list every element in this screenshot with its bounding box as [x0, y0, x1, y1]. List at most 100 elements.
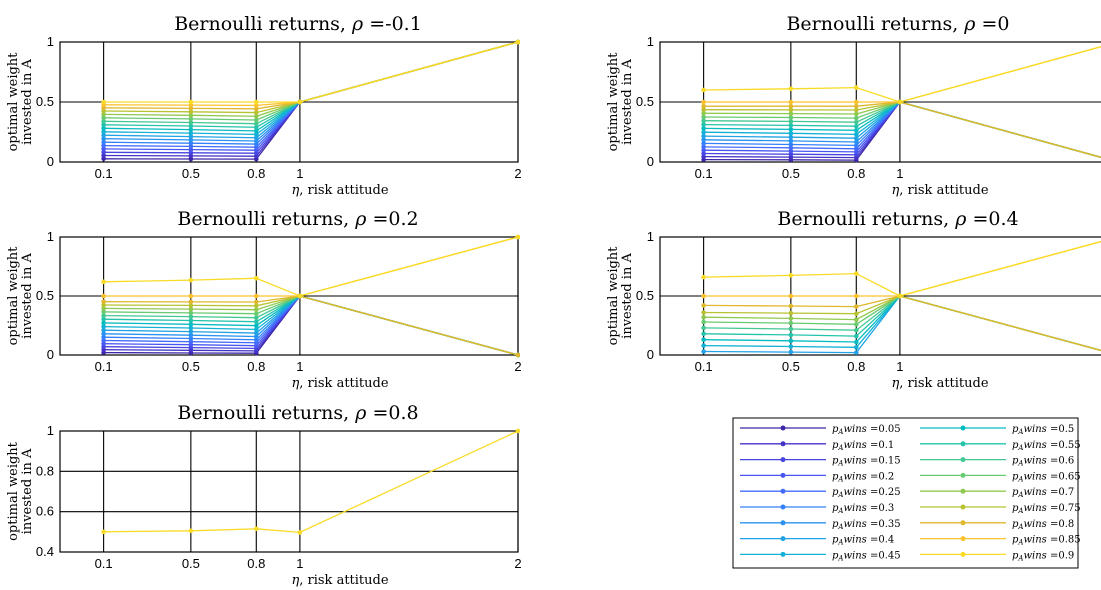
data-point — [701, 331, 706, 337]
data-point — [101, 279, 106, 285]
data-point — [701, 133, 706, 139]
data-point — [101, 122, 106, 128]
data-point — [253, 106, 259, 112]
data-point — [515, 234, 520, 240]
x-tick-label: 1 — [296, 166, 303, 181]
legend-label: pAwins =0.1 — [832, 440, 894, 452]
data-point — [101, 129, 106, 135]
data-point — [101, 115, 106, 121]
x-axis-label: η, risk attitude — [291, 183, 388, 198]
subplot-5: Bernoulli returns, ρ =0.8 0.1 0.5 0.8 1 2 0.4 0… — [6, 402, 522, 588]
legend-entry: pAwins =0.75 — [920, 503, 1081, 515]
data-point — [853, 322, 859, 327]
data-point — [253, 299, 259, 305]
data-point — [853, 139, 859, 145]
data-point — [701, 319, 706, 325]
legend-entry: pAwins =0.5 — [920, 424, 1074, 436]
series-line — [703, 46, 1101, 103]
data-point — [853, 119, 859, 125]
data-point — [701, 147, 706, 153]
series-line — [703, 101, 1101, 158]
data-point — [788, 103, 794, 109]
legend-marker — [780, 520, 786, 526]
series-line — [703, 101, 1101, 161]
legend-entry: pAwins =0.25 — [740, 487, 901, 499]
subplot-2: Bernoulli returns, ρ =0 0.1 0.5 0.8 1 0 0.5 1 η,… — [606, 13, 1101, 198]
data-point — [253, 311, 259, 317]
x-tick-label: 0.1 — [95, 166, 113, 181]
data-point — [188, 293, 194, 299]
legend-marker — [780, 488, 786, 494]
data-point — [101, 327, 106, 333]
x-tick-label: 1 — [296, 359, 303, 374]
data-point — [701, 303, 706, 308]
y-tick-label: 1 — [647, 34, 654, 49]
x-tick-label: 0.5 — [182, 166, 200, 181]
data-point — [101, 136, 106, 142]
legend-entry: pAwins =0.9 — [920, 550, 1074, 562]
data-point — [101, 149, 106, 155]
x-axis-label: η, risk attitude — [291, 573, 388, 588]
series-line — [703, 101, 1101, 158]
data-point — [188, 116, 194, 122]
data-point — [897, 99, 903, 105]
y-axis-label-line1: optimal weight — [6, 441, 21, 541]
series-line — [703, 101, 1101, 158]
y-tick-label: 0 — [47, 347, 54, 362]
data-point — [788, 107, 794, 113]
axes-box — [59, 430, 519, 553]
series-line — [703, 101, 1101, 158]
legend-label: pAwins =0.55 — [1012, 440, 1081, 452]
data-point — [253, 315, 259, 321]
data-point — [188, 332, 194, 338]
data-point — [253, 117, 259, 123]
data-point — [853, 311, 859, 317]
data-point — [788, 99, 794, 105]
data-point — [253, 121, 259, 127]
data-point — [253, 323, 259, 328]
data-point — [788, 273, 794, 278]
legend-marker — [780, 504, 786, 510]
data-point — [101, 320, 106, 326]
series-group — [701, 240, 1101, 355]
data-point — [788, 326, 794, 332]
data-point — [788, 86, 794, 92]
series-line — [103, 41, 519, 139]
series-line — [703, 101, 1101, 158]
data-point — [788, 145, 794, 151]
data-point — [101, 132, 106, 138]
series-line — [703, 101, 1101, 158]
subplot-title: Bernoulli returns, ρ =0 — [786, 13, 1009, 35]
series-line — [703, 295, 1101, 352]
data-point — [253, 110, 259, 115]
data-point — [253, 307, 259, 312]
data-point — [788, 115, 794, 120]
data-point — [853, 317, 859, 322]
series-line — [103, 430, 519, 534]
x-tick-label: 0.1 — [695, 166, 713, 181]
y-axis-label-line2: invested in A — [620, 253, 635, 339]
data-point — [701, 349, 706, 354]
data-point — [188, 130, 194, 136]
legend-entry: pAwins =0.65 — [920, 471, 1081, 483]
x-tick-label: 0.5 — [182, 359, 200, 374]
legend-label: pAwins =0.65 — [1012, 471, 1081, 483]
series-line — [103, 236, 519, 297]
data-point — [253, 303, 259, 309]
series-line — [703, 101, 1101, 159]
data-point — [701, 107, 706, 112]
series-line — [103, 41, 519, 103]
y-tick-label: 0.4 — [36, 544, 54, 559]
data-point — [788, 134, 794, 140]
data-point — [701, 110, 706, 116]
y-axis-label: optimal weight invested in A — [6, 52, 35, 152]
legend-marker — [960, 536, 966, 542]
data-point — [101, 341, 106, 346]
data-point — [188, 277, 194, 283]
data-point — [853, 115, 859, 121]
data-point — [101, 125, 106, 131]
data-point — [701, 325, 706, 331]
data-point — [253, 132, 259, 137]
legend-marker — [780, 441, 786, 447]
data-point — [701, 343, 706, 348]
